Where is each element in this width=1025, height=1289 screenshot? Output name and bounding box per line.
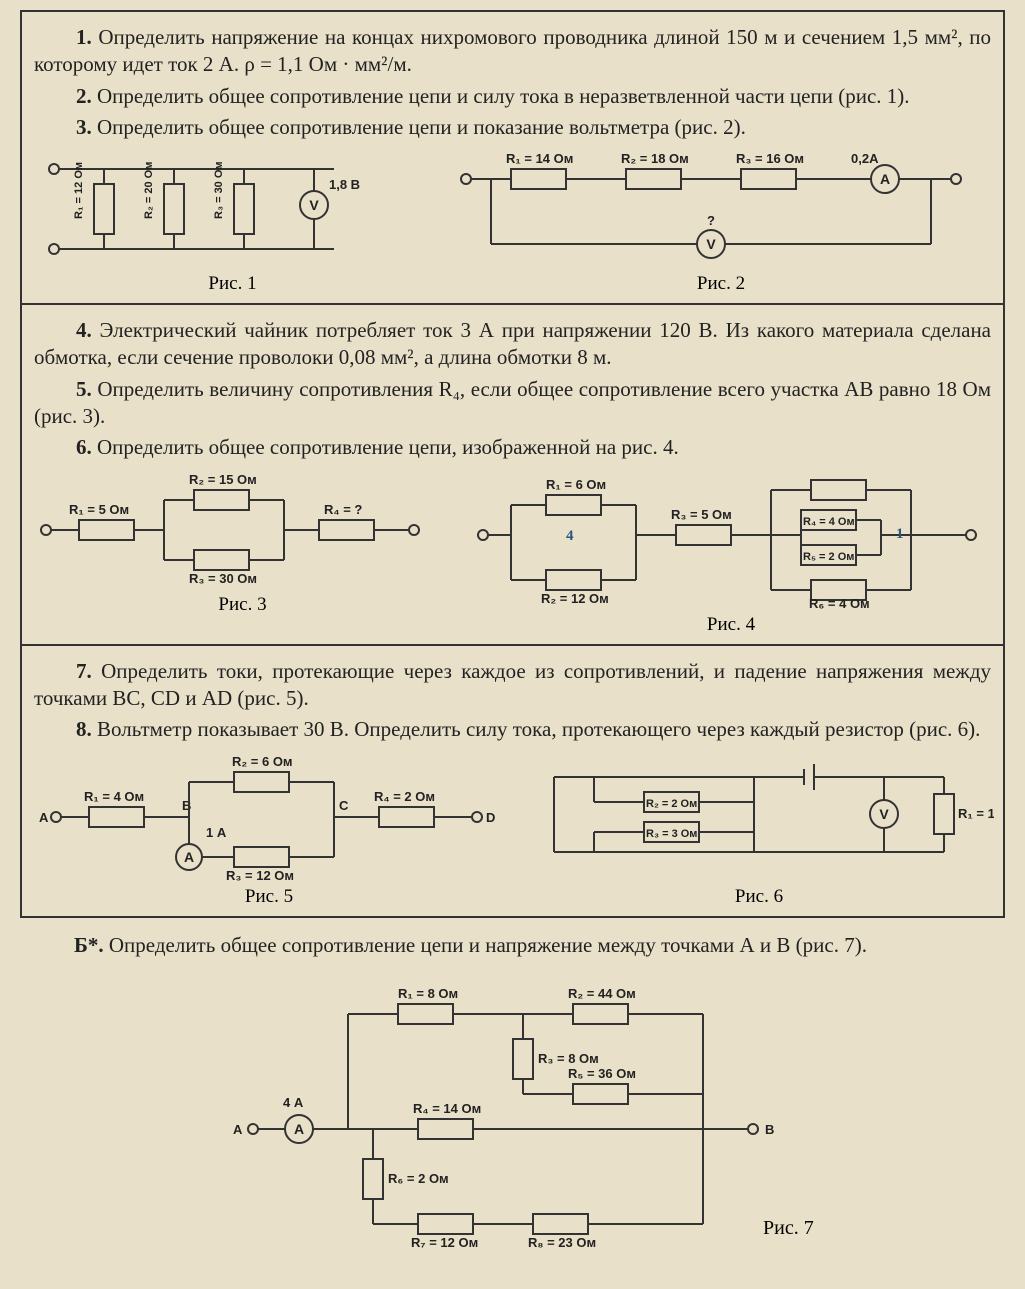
problem-2: 2. Определить общее сопротивление цепи и… (34, 83, 991, 110)
svg-text:Рис. 7: Рис. 7 (763, 1217, 814, 1239)
svg-text:R₃ = 16 Ом: R₃ = 16 Ом (736, 151, 804, 166)
fig1-voltage: 1,8 В (329, 177, 360, 192)
svg-text:D: D (486, 810, 495, 825)
problem-5: 5. Определить величину сопротивления R₄,… (34, 376, 991, 431)
svg-text:A: A (880, 171, 890, 187)
svg-text:R₄ = 4 Ом: R₄ = 4 Ом (803, 516, 855, 528)
figure-4-label: Рис. 4 (471, 614, 991, 636)
svg-text:R₄ = 14 Ом: R₄ = 14 Ом (413, 1101, 481, 1116)
svg-text:A: A (184, 849, 194, 865)
svg-text:A: A (39, 810, 49, 825)
svg-text:R₄ = 2 Ом: R₄ = 2 Ом (374, 789, 435, 804)
figure-1-label: Рис. 1 (34, 273, 431, 295)
svg-text:A: A (293, 1121, 303, 1137)
problem-3: 3. Определить общее сопротивление цепи и… (34, 114, 991, 141)
figure-5: A R₁ = 4 Ом B A 1 А R₂ = 6 Ом (34, 752, 504, 908)
svg-text:R₂ = 44 Ом: R₂ = 44 Ом (568, 986, 636, 1001)
figure-2: R₁ = 14 Ом R₂ = 18 Ом R₃ = 16 Ом A 0,2А (451, 149, 991, 295)
svg-text:R₃ = 30 Ом: R₃ = 30 Ом (189, 571, 257, 586)
svg-text:4 А: 4 А (283, 1095, 304, 1110)
svg-text:R₃ = 30 Ом: R₃ = 30 Ом (213, 162, 225, 220)
svg-text:1 А: 1 А (206, 825, 227, 840)
svg-text:R₆ = 4 Ом: R₆ = 4 Ом (809, 596, 870, 610)
figure-5-label: Рис. 5 (34, 886, 504, 908)
svg-text:V: V (309, 197, 319, 213)
problem-1: 1. Определить напряжение на концах нихро… (34, 24, 991, 79)
figure-4: R₁ = 6 Ом R₂ = 12 Ом 4 R₃ = 5 Ом (471, 470, 991, 636)
svg-text:R₁ = 8 Ом: R₁ = 8 Ом (398, 986, 458, 1001)
figure-6-label: Рис. 6 (524, 886, 994, 908)
svg-text:R₄ = ?: R₄ = ? (324, 502, 362, 517)
figure-3-label: Рис. 3 (34, 594, 451, 616)
svg-text:0,2А: 0,2А (851, 151, 879, 166)
svg-text:R₂ = 2 Ом: R₂ = 2 Ом (646, 798, 697, 810)
svg-text:C: C (339, 798, 349, 813)
figure-6: V R₁ = 1,8 Ом R₂ = 2 Ом (524, 752, 994, 908)
svg-text:R₆ = 2 Ом: R₆ = 2 Ом (388, 1171, 449, 1186)
section-bstar: Б*. Определить общее сопротивление цепи … (20, 918, 1005, 1269)
svg-text:V: V (879, 806, 889, 822)
svg-text:R₂ = 20 Ом: R₂ = 20 Ом (143, 162, 155, 219)
svg-text:R₇ = 12 Ом: R₇ = 12 Ом (411, 1235, 478, 1250)
worksheet-page: 1. Определить напряжение на концах нихро… (0, 0, 1025, 1289)
problem-8: 8. Вольтметр показывает 30 В. Определить… (34, 716, 991, 743)
svg-text:R₃ = 12 Ом: R₃ = 12 Ом (226, 868, 294, 882)
figure-7: A A 4 А R₁ = 8 Ом (203, 979, 823, 1259)
problem-bstar: Б*. Определить общее сопротивление цепи … (32, 932, 993, 959)
svg-text:R₃ = 5 Ом: R₃ = 5 Ом (671, 507, 732, 522)
svg-text:R₈ = 23 Ом: R₈ = 23 Ом (528, 1235, 596, 1250)
svg-text:R₃ = 8 Ом: R₃ = 8 Ом (538, 1051, 599, 1066)
svg-text:?: ? (707, 213, 715, 228)
section-2: 4. Электрический чайник потребляет ток 3… (20, 305, 1005, 645)
svg-text:R₁ = 6 Ом: R₁ = 6 Ом (546, 477, 606, 492)
svg-text:B: B (765, 1122, 774, 1137)
section-3: 7. Определить токи, протекающие через ка… (20, 646, 1005, 918)
svg-text:R₁ = 12 Ом: R₁ = 12 Ом (73, 162, 85, 219)
svg-text:A: A (233, 1122, 243, 1137)
svg-text:R₂ = 12 Ом: R₂ = 12 Ом (541, 591, 609, 606)
problem-7: 7. Определить токи, протекающие через ка… (34, 658, 991, 713)
svg-text:1: 1 (896, 526, 904, 542)
svg-text:R₅ = 36 Ом: R₅ = 36 Ом (568, 1066, 636, 1081)
svg-text:4: 4 (566, 528, 574, 544)
svg-text:R₂ = 18 Ом: R₂ = 18 Ом (621, 151, 689, 166)
svg-text:R₂ = 6 Ом: R₂ = 6 Ом (232, 754, 293, 769)
figure-1: R₁ = 12 Ом R₂ = 20 Ом R₃ = 30 Ом (34, 149, 431, 295)
svg-text:R₁ = 5 Ом: R₁ = 5 Ом (69, 502, 129, 517)
svg-text:R₅ = 2 Ом: R₅ = 2 Ом (803, 551, 854, 563)
problem-6: 6. Определить общее сопротивление цепи, … (34, 434, 991, 461)
section-1: 1. Определить напряжение на концах нихро… (20, 10, 1005, 305)
figure-2-label: Рис. 2 (451, 273, 991, 295)
svg-text:R₃ = 3 Ом: R₃ = 3 Ом (646, 828, 697, 840)
svg-text:R₁ = 4 Ом: R₁ = 4 Ом (84, 789, 144, 804)
svg-text:R₁ = 14 Ом: R₁ = 14 Ом (506, 151, 573, 166)
figure-3: R₁ = 5 Ом R₂ = 15 Ом R₃ = 30 Ом (34, 470, 451, 636)
problem-4: 4. Электрический чайник потребляет ток 3… (34, 317, 991, 372)
svg-text:V: V (706, 236, 716, 252)
svg-text:R₁ = 1,8 Ом: R₁ = 1,8 Ом (958, 806, 994, 821)
svg-text:R₂ = 15 Ом: R₂ = 15 Ом (189, 472, 257, 487)
